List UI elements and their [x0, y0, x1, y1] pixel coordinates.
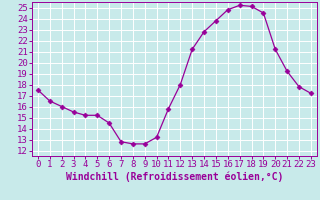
X-axis label: Windchill (Refroidissement éolien,°C): Windchill (Refroidissement éolien,°C) [66, 172, 283, 182]
